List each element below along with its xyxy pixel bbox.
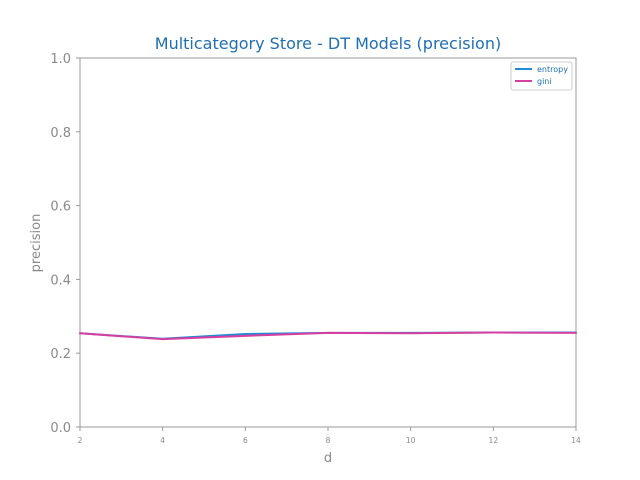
legend-label-gini: gini bbox=[537, 77, 552, 86]
x-axis: 2 4 6 8 10 12 14 bbox=[78, 427, 581, 445]
plot-area bbox=[79, 57, 577, 428]
y-tick-label: 0.6 bbox=[50, 200, 71, 215]
x-tick-label: 4 bbox=[160, 436, 165, 445]
x-tick-label: 2 bbox=[78, 436, 83, 445]
y-tick-label: 0.8 bbox=[50, 126, 71, 141]
x-tick-label: 14 bbox=[571, 436, 581, 445]
chart-title: Multicategory Store - DT Models (precisi… bbox=[155, 34, 501, 53]
x-tick-label: 12 bbox=[489, 436, 499, 445]
series-layer bbox=[79, 331, 577, 341]
series-line-gini bbox=[79, 331, 577, 341]
x-tick-label: 6 bbox=[243, 436, 248, 445]
x-axis-label: d bbox=[324, 451, 332, 466]
x-tick-label: 10 bbox=[406, 436, 416, 445]
legend-label-entropy: entropy bbox=[537, 65, 568, 74]
y-tick-label: 1.0 bbox=[50, 52, 71, 67]
x-tick-label: 8 bbox=[326, 436, 331, 445]
y-tick-label: 0.0 bbox=[50, 421, 71, 436]
legend: entropy gini bbox=[510, 61, 573, 91]
y-tick-label: 0.4 bbox=[50, 273, 71, 288]
y-axis: 0.0 0.2 0.4 0.6 0.8 1.0 bbox=[50, 52, 80, 436]
y-axis-label: precision bbox=[29, 214, 44, 273]
y-tick-label: 0.2 bbox=[50, 347, 71, 362]
